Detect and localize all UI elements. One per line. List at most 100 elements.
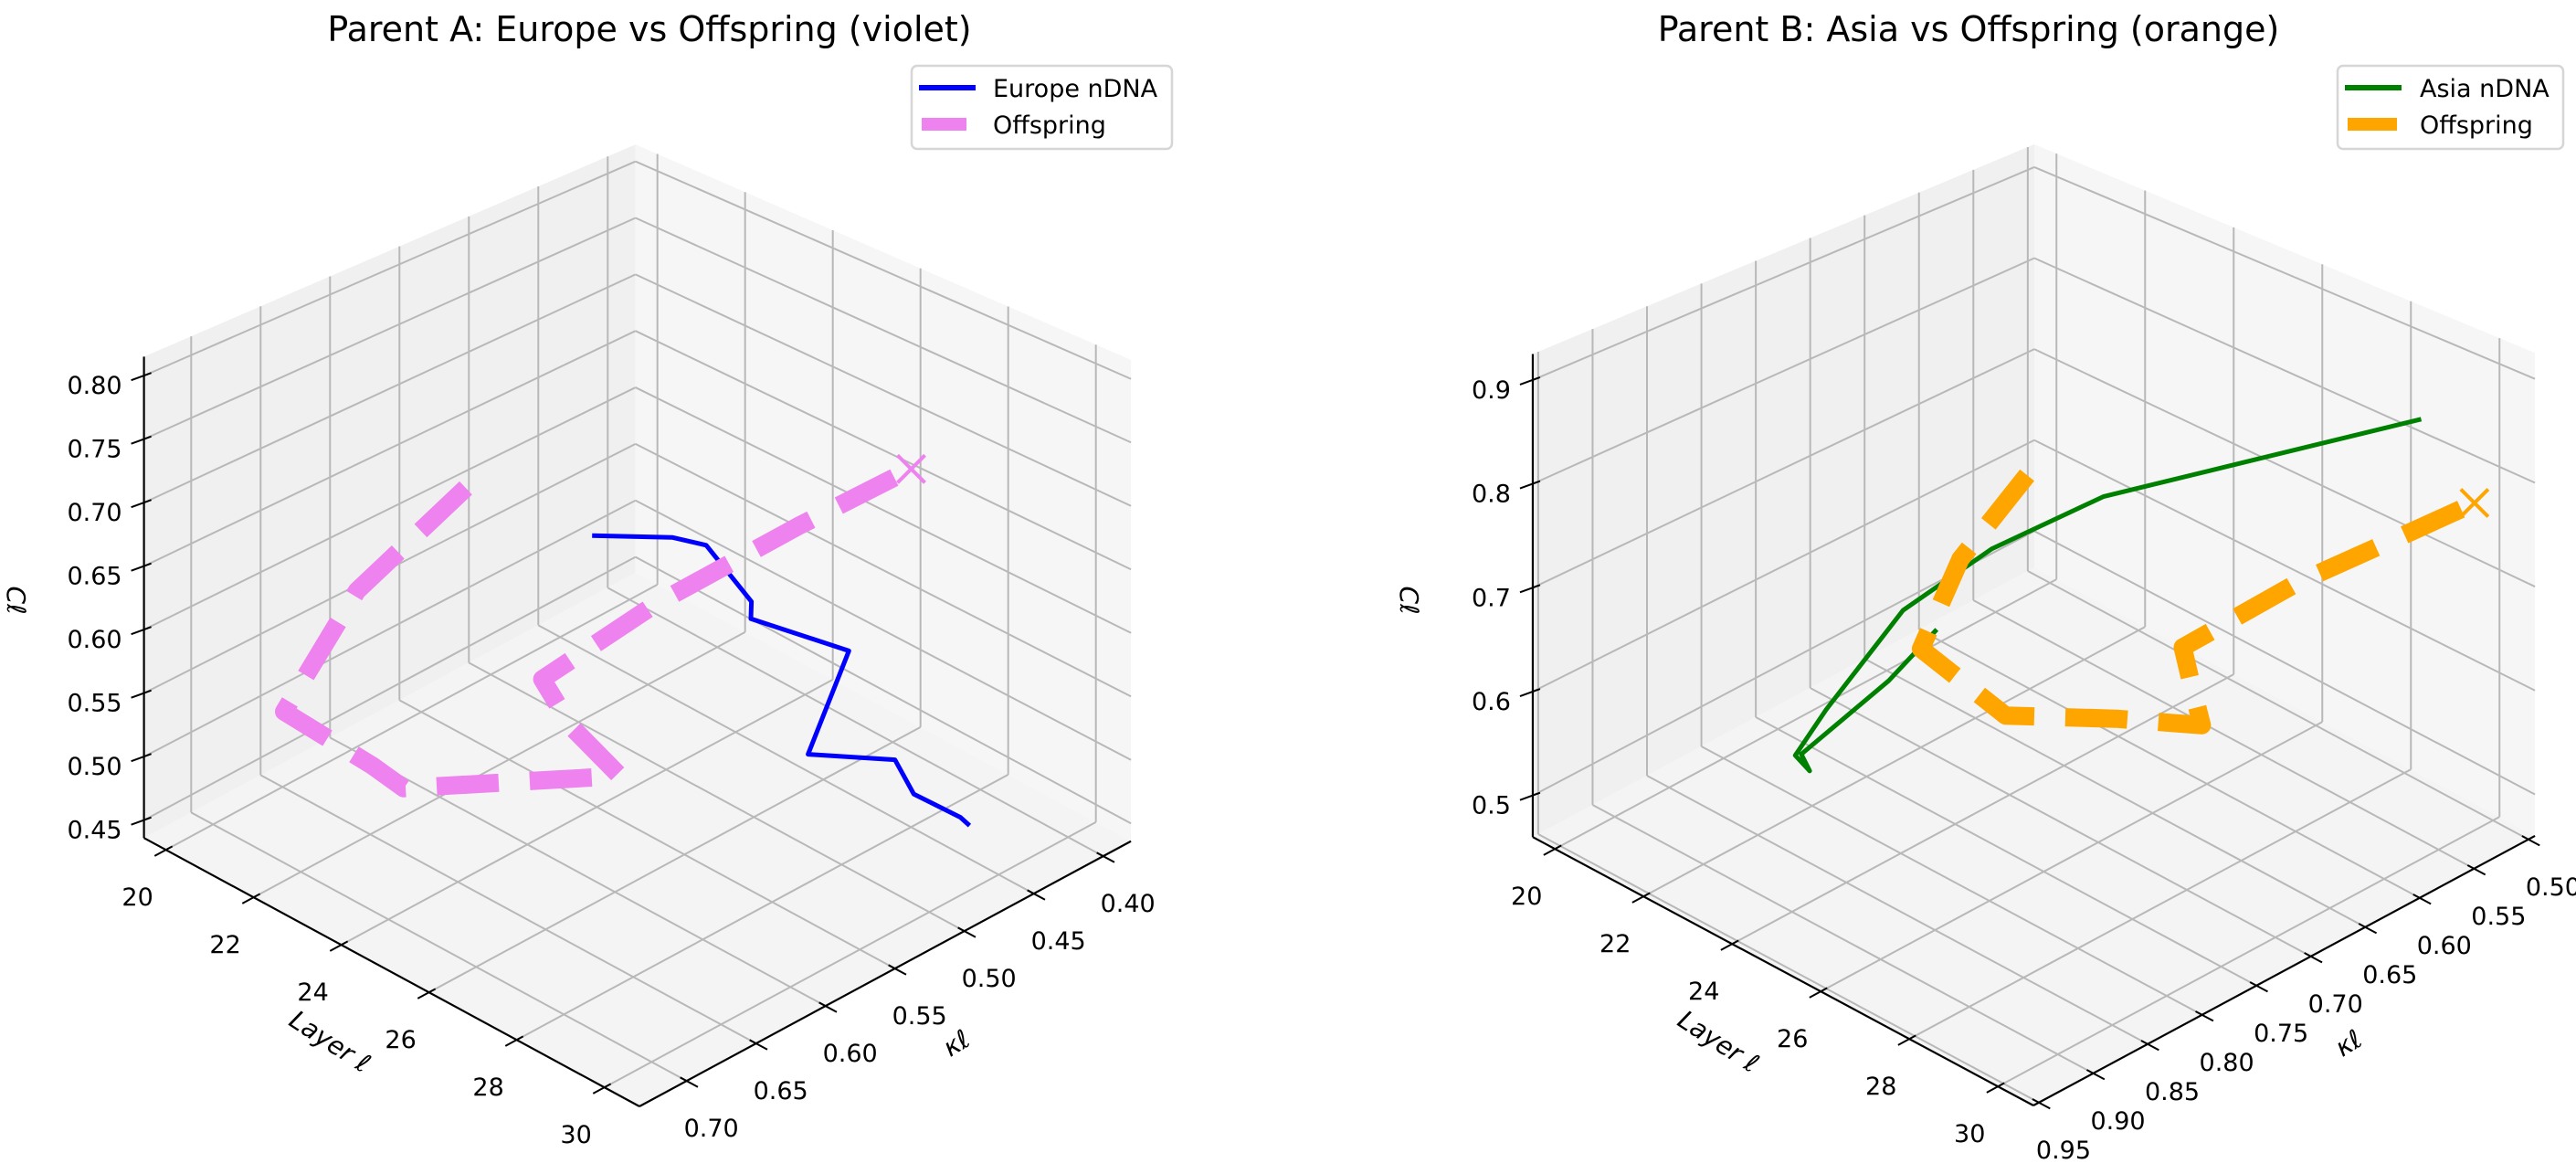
y-tick-mark [2032,1098,2051,1110]
gridline-y [259,774,757,1044]
x-tick-mark [1720,939,1739,951]
z-tick-label: 0.6 [1472,688,1511,716]
x-tick-label: 20 [121,883,153,912]
z-tick-mark [131,753,152,763]
x-tick-label: 26 [1777,1025,1808,1053]
gridline-x [1554,578,2057,851]
z-tick-label: 0.65 [67,563,121,591]
y-tick-label: 0.40 [1101,890,1156,918]
gridline-y [398,699,896,969]
gridline-z [635,273,1132,507]
gridline-y [1701,746,2203,1016]
z-tick-mark [131,435,152,445]
x-tick-mark [1543,844,1562,856]
marker-stroke [896,453,926,484]
y-tick-mark [2304,952,2323,964]
z-tick-mark [131,372,152,382]
z-tick-mark [1519,791,1541,801]
y-tick-label: 0.70 [2308,990,2363,1019]
gridline-y [329,736,827,1007]
end-marker-x-icon [896,453,926,484]
legend: Asia nDNA Offspring [2336,64,2565,151]
z-tick-label: 0.45 [67,817,121,845]
plot-area-parent-b: 2022242628300.500.550.600.650.700.750.80… [1472,144,2576,1165]
y-tick-label: 0.50 [962,965,1017,993]
gridline-z [2033,257,2536,484]
x-tick-mark [153,845,174,857]
y-tick-mark [1096,851,1115,863]
x-tick-label: 22 [1599,930,1631,958]
y-tick-mark [2521,835,2540,847]
y-tick-label: 0.85 [2145,1078,2200,1106]
z-tick-label: 0.75 [67,436,121,464]
gridline-x [1820,721,2323,993]
z-tick-label: 0.9 [1472,376,1511,405]
x-tick-mark [241,893,261,904]
gridline-y [1972,599,2475,870]
gridline-x [1731,673,2234,946]
gridline-z [143,273,637,504]
gridline-z [635,217,1132,444]
y-tick-mark [818,1001,838,1013]
y-tick-label: 0.50 [2526,873,2576,902]
gridline-z [143,217,637,440]
z-tick-label: 0.7 [1472,584,1511,612]
plot-area-parent-a: 20 22 24 26 28 30 0.40 0.45 0.50 0.55 0.60 0.65 0.70… [67,144,1156,1149]
x-axis-label: Layer ℓ [284,1004,376,1078]
gridline-z [143,555,637,821]
gridline-x [341,679,834,947]
gridline-y [1591,804,2094,1074]
y-tick-mark [2195,1010,2214,1022]
z-tick-label: 0.8 [1472,481,1511,509]
z-tick-mark [1519,584,1541,594]
pane-right [2034,144,2536,836]
y-tick-mark [2466,864,2486,876]
series-line-offspring [275,460,916,798]
legend-label-offspring: Offspring [993,111,1106,140]
y-axis-line [639,840,1132,1107]
legend-label-offspring: Offspring [2420,111,2533,140]
panel-parent-b: 2022242628300.500.550.600.650.700.750.80… [1394,9,2576,1165]
y-tick-label: 0.60 [823,1040,878,1068]
gridline-z [635,499,1132,761]
x-axis-line [143,837,640,1107]
z-tick-label: 0.5 [1472,792,1511,820]
gridline-x [1908,768,2412,1041]
y-tick-mark [749,1039,768,1051]
gridline-x [604,821,1097,1089]
gridline-y [537,624,1035,894]
gridline-y [607,587,1104,857]
y-axis-line [2032,834,2536,1106]
x-tick-label: 20 [1511,883,1542,911]
gridline-x [165,584,659,851]
gridline-y [1646,775,2148,1045]
gridline-y [190,811,688,1082]
x-tick-mark [504,1035,524,1047]
gridline-z [635,443,1132,698]
gridline-y [1863,658,2366,928]
x-axis-line [1532,836,2034,1106]
gridline-x [1997,816,2500,1088]
y-tick-label: 0.80 [2200,1049,2254,1077]
y-tick-mark [680,1076,699,1088]
gridline-z [635,555,1132,825]
gridline-y [1537,833,2040,1104]
marker-stroke [2459,488,2490,518]
y-tick-mark [2358,923,2378,935]
y-tick-mark [957,926,977,938]
y-tick-label: 0.55 [2471,903,2526,931]
z-tick-label: 0.70 [67,499,121,527]
pane-left [1532,144,2034,838]
z-tick-mark [131,816,152,826]
gridline-z [1532,439,2035,693]
y-tick-mark [2249,981,2268,993]
legend-label-europe-ndna: Europe nDNA [993,75,1158,103]
x-tick-mark [1809,987,1828,999]
x-tick-label: 30 [1954,1120,1985,1148]
x-tick-mark [329,940,349,952]
y-tick-label: 0.55 [892,1002,947,1031]
y-tick-label: 0.75 [2254,1020,2308,1048]
gridline-z [635,386,1132,634]
z-tick-label: 0.80 [67,372,121,400]
y-tick-label: 0.65 [754,1077,808,1105]
